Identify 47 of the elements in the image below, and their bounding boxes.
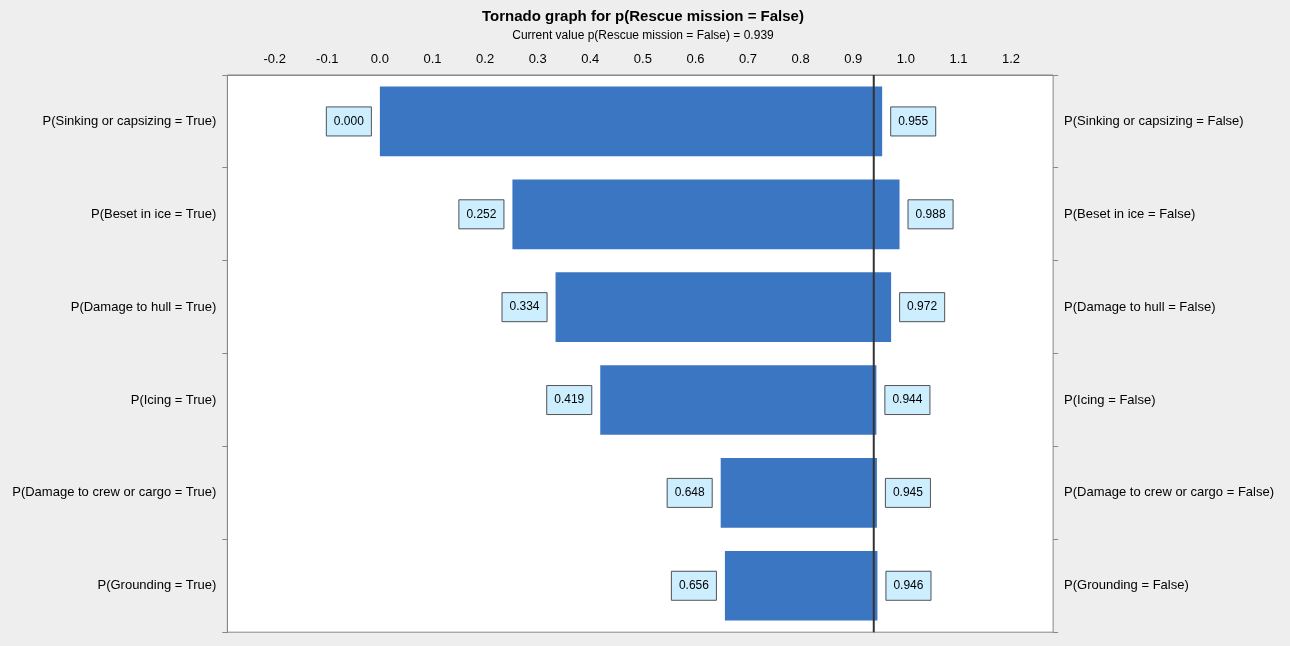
annotation: 0.945 (892, 485, 924, 500)
x-tick-label: 0.3 (528, 50, 547, 66)
bar (724, 550, 878, 621)
bar (600, 365, 877, 435)
x-tick-label: 0.2 (476, 50, 495, 66)
y-tick-label: P(Sinking or capsizing = True) (42, 113, 217, 129)
x-tick-label: 1.0 (896, 50, 915, 66)
x-tick-label: 1.2 (1002, 50, 1021, 66)
annotation: 0.972 (907, 299, 938, 314)
x-tick-label: 0.5 (633, 50, 652, 66)
annotation: 0.419 (554, 392, 585, 407)
annotation: 0.946 (893, 578, 924, 593)
y2-tick-label: P(Damage to hull = False) (1064, 298, 1216, 314)
annotation: 0.955 (898, 113, 929, 128)
annotation: 0.000 (333, 113, 365, 128)
x-tick-label: 0.9 (844, 50, 863, 66)
annotation: 0.648 (674, 485, 706, 500)
x-tick-label: 0.4 (581, 50, 600, 66)
x-tick-label: 0.6 (686, 50, 705, 66)
x-tick-label: -0.2 (263, 50, 286, 66)
x-tick-label: 0.1 (423, 50, 442, 66)
x-tick-label: 0.7 (739, 50, 758, 66)
y-tick-label: P(Damage to hull = True) (70, 298, 217, 314)
y-tick-label: P(Damage to crew or cargo = True) (12, 484, 217, 500)
y-tick-label: P(Icing = True) (130, 391, 217, 407)
x-tick-label: 0.0 (370, 50, 389, 66)
annotation: 0.988 (915, 206, 946, 221)
x-tick-label: 1.1 (949, 50, 968, 66)
bar (512, 179, 900, 250)
y2-tick-label: P(Beset in ice = False) (1064, 205, 1196, 221)
annotation: 0.656 (678, 578, 710, 593)
annotation: 0.334 (509, 299, 540, 314)
bar (379, 86, 883, 157)
x-tick-label: 0.8 (791, 50, 810, 66)
x-tick-label: -0.1 (316, 50, 339, 66)
y-tick-label: P(Beset in ice = True) (90, 205, 217, 221)
chart-subtitle: Current value p(Rescue mission = False) = 0.939 (512, 27, 775, 42)
bar (720, 458, 877, 528)
y-tick-label: P(Grounding = True) (97, 577, 217, 593)
y2-tick-label: P(Icing = False) (1064, 391, 1156, 407)
y2-tick-label: P(Grounding = False) (1064, 577, 1189, 593)
annotation: 0.944 (892, 392, 923, 407)
chart-title: Tornado graph for p(Rescue mission = False) (482, 7, 804, 25)
y2-tick-label: P(Sinking or capsizing = False) (1064, 113, 1244, 129)
bar (555, 272, 892, 342)
annotation: 0.252 (466, 206, 497, 221)
y2-tick-label: P(Damage to crew or cargo = False) (1064, 484, 1275, 500)
